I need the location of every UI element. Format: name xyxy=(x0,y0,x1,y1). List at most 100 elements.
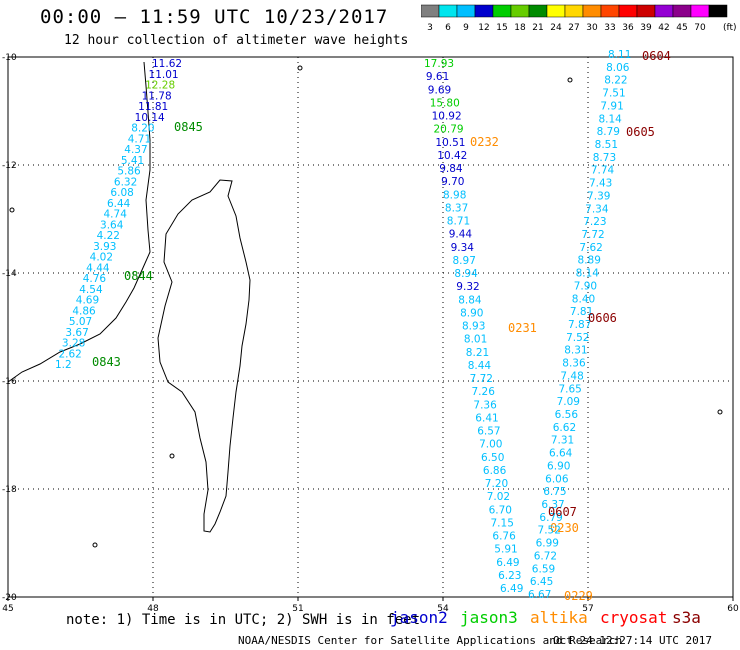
legend-jason3: jason3 xyxy=(460,608,518,627)
track-time-label: 0845 xyxy=(174,120,203,134)
legend-altika: altika xyxy=(530,608,588,627)
track-left-value: 4.44 xyxy=(86,262,110,274)
track-time-label: 0606 xyxy=(588,311,617,325)
track-left-value: 12.28 xyxy=(145,80,175,92)
track-left-value: 4.76 xyxy=(83,273,107,285)
track-left-value: 6.44 xyxy=(107,198,131,210)
colorbar-tick-label: 9 xyxy=(463,23,469,33)
track-right-value: 8.89 xyxy=(578,255,601,267)
track-right-value: 6.59 xyxy=(532,563,555,575)
track-left-value: 1.2 xyxy=(55,359,72,371)
track-mid-value: 9.32 xyxy=(456,281,479,293)
track-mid-value: 8.90 xyxy=(460,307,483,319)
track-mid-value: 8.97 xyxy=(453,255,476,267)
track-right-value: 6.45 xyxy=(530,576,553,588)
y-tick-label: -12 xyxy=(2,161,17,171)
track-mid-value: 9.44 xyxy=(449,229,473,241)
track-mid-value: 6.70 xyxy=(489,504,512,516)
madagascar-coastline xyxy=(157,179,251,533)
track-mid-value: 6.57 xyxy=(477,426,500,438)
colorbar-tick-label: 33 xyxy=(604,23,615,33)
track-time-label: 0843 xyxy=(92,355,121,369)
track-right-value: 7.34 xyxy=(585,203,609,215)
track-mid-value: 8.98 xyxy=(443,189,466,201)
legend-jason2: jason2 xyxy=(390,608,448,627)
track-mid-value: 15.80 xyxy=(430,97,460,109)
island xyxy=(297,65,303,71)
track-mid-value: 7.02 xyxy=(487,491,510,503)
track-left-value: 4.86 xyxy=(72,305,96,317)
track-right-value: 6.64 xyxy=(549,448,573,460)
track-right-value: 7.65 xyxy=(558,383,581,395)
track-right-value: 8.11 xyxy=(608,49,631,61)
track-mid-value: 7.15 xyxy=(491,517,514,529)
track-right-value: 7.09 xyxy=(557,396,580,408)
track-right-value: 8.40 xyxy=(572,293,595,305)
track-mid-value: 6.76 xyxy=(492,531,516,543)
track-mid-value: 9.34 xyxy=(451,242,475,254)
track-mid-value: 7.36 xyxy=(473,399,497,411)
track-left-value: 4.37 xyxy=(124,144,147,156)
track-right-value: 7.51 xyxy=(602,88,625,100)
track-right-value: 8.22 xyxy=(604,75,627,87)
colorbar-tick-label: 70 xyxy=(694,23,706,33)
track-left-value: 11.81 xyxy=(138,101,168,113)
track-right-value: 6.79 xyxy=(539,512,562,524)
track-right-value: 8.14 xyxy=(576,268,600,280)
track-mid-value: 9.69 xyxy=(428,84,451,96)
track-left-value: 2.62 xyxy=(58,348,81,360)
track-right-value: 7.43 xyxy=(589,178,612,190)
track-time-label: 0604 xyxy=(642,49,671,63)
map-frame xyxy=(7,56,734,598)
track-mid-value: 8.37 xyxy=(445,202,468,214)
track-mid-value: 8.01 xyxy=(464,334,487,346)
track-right-value: 6.72 xyxy=(534,550,557,562)
track-right-value: 8.06 xyxy=(606,62,630,74)
generated-timestamp: Oct 24 12:27:14 UTC 2017 xyxy=(553,634,712,647)
track-left-value: 3.28 xyxy=(62,338,85,350)
colorbar-tick-label: 45 xyxy=(676,23,687,33)
track-time-label: 0605 xyxy=(626,125,655,139)
track-right-value: 7.87 xyxy=(568,319,591,331)
track-time-label: 0230 xyxy=(550,521,579,535)
track-right-value: 8.36 xyxy=(562,358,586,370)
colorbar-swatch xyxy=(708,4,728,18)
track-mid-value: 6.49 xyxy=(496,557,519,569)
track-left-value: 5.07 xyxy=(69,316,92,328)
track-time-label: 0607 xyxy=(548,505,577,519)
track-time-label: 0232 xyxy=(470,135,499,149)
track-mid-value: 5.91 xyxy=(494,544,517,556)
track-right-value: 6.62 xyxy=(553,422,576,434)
colorbar-tick-label: 39 xyxy=(640,23,652,33)
track-mid-value: 9.84 xyxy=(439,163,463,175)
track-mid-value: 7.20 xyxy=(485,478,508,490)
track-mid-value: 8.84 xyxy=(458,294,482,306)
track-left-value: 4.54 xyxy=(79,284,103,296)
track-left-value: 6.08 xyxy=(110,187,133,199)
track-right-value: 7.62 xyxy=(579,242,602,254)
track-time-label: 0231 xyxy=(508,321,537,335)
track-right-value: 8.31 xyxy=(564,345,587,357)
y-tick-label: -10 xyxy=(2,53,17,63)
colorbar-tick-label: 36 xyxy=(622,23,634,33)
track-right-value: 8.73 xyxy=(593,152,616,164)
track-mid-value: 8.93 xyxy=(462,321,485,333)
colorbar-tick-label: 3 xyxy=(427,23,433,33)
colorbar-tick-label: 12 xyxy=(478,23,489,33)
x-tick-label: 48 xyxy=(147,604,159,614)
track-mid-value: 7.00 xyxy=(479,439,502,451)
track-mid-value: 6.86 xyxy=(483,465,507,477)
track-right-value: 7.90 xyxy=(574,280,597,292)
track-left-value: 4.02 xyxy=(90,252,113,264)
track-left-value: 8.20 xyxy=(131,123,154,135)
track-mid-value: 9.61 xyxy=(426,71,449,83)
track-right-value: 6.56 xyxy=(555,409,579,421)
track-left-value: 4.22 xyxy=(97,230,120,242)
y-tick-label: -14 xyxy=(2,269,17,279)
wave-height-colorbar: 3 6 9 12 15 18 21 24 27 30 33 36 39 42 45 70 (ft) xyxy=(421,4,736,33)
track-right-value: 6.90 xyxy=(547,460,570,472)
track-left-value: 3.93 xyxy=(93,241,116,253)
track-left-value: 4.69 xyxy=(76,295,99,307)
track-mid-value: 8.94 xyxy=(454,268,478,280)
